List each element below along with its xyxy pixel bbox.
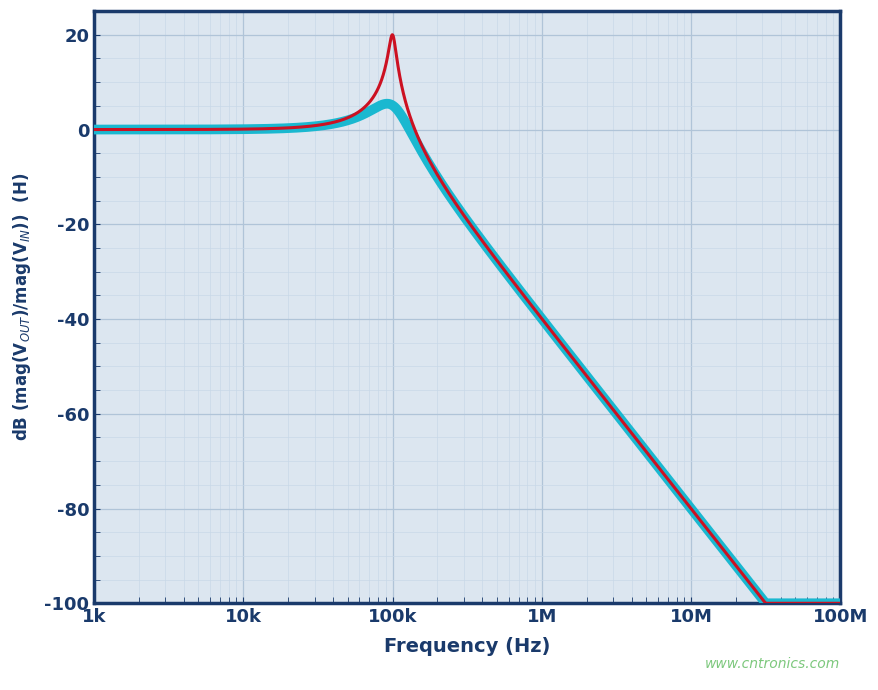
X-axis label: Frequency (Hz): Frequency (Hz) <box>384 638 550 656</box>
Y-axis label: dB (mag(V$_{OUT}$)/mag(V$_{IN}$))  (H): dB (mag(V$_{OUT}$)/mag(V$_{IN}$)) (H) <box>11 173 33 441</box>
Text: www.cntronics.com: www.cntronics.com <box>704 657 839 671</box>
